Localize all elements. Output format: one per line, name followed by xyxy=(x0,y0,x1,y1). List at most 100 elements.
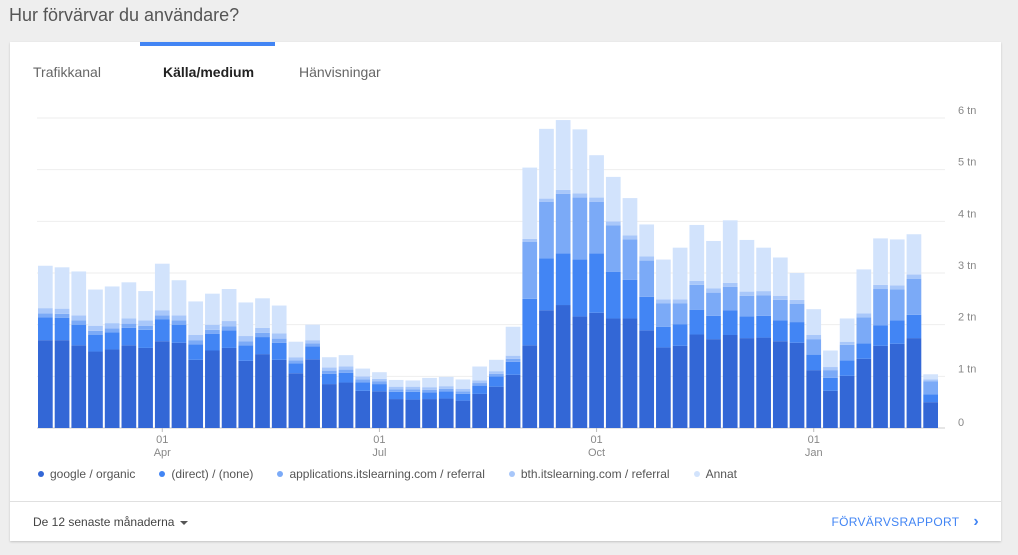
bar-segment[interactable] xyxy=(889,343,905,428)
bar-segment[interactable] xyxy=(338,382,354,428)
bar-segment[interactable] xyxy=(422,377,437,388)
bar-segment[interactable] xyxy=(656,299,671,304)
bar-segment[interactable] xyxy=(422,387,437,390)
bar-segment[interactable] xyxy=(438,398,454,428)
bar-segment[interactable] xyxy=(138,325,153,330)
bar-segment[interactable] xyxy=(438,388,454,392)
bar-segment[interactable] xyxy=(806,339,822,355)
bar-segment[interactable] xyxy=(305,324,320,341)
bar-segment[interactable] xyxy=(539,198,554,202)
bar-segment[interactable] xyxy=(706,315,721,340)
bar-segment[interactable] xyxy=(88,351,103,428)
bar-segment[interactable] xyxy=(906,278,922,315)
bar-segment[interactable] xyxy=(71,320,87,325)
bar-segment[interactable] xyxy=(188,301,204,335)
bar-segment[interactable] xyxy=(856,269,872,314)
bar-segment[interactable] xyxy=(438,391,454,399)
bar-segment[interactable] xyxy=(321,373,337,385)
bar-segment[interactable] xyxy=(639,330,655,428)
bar-segment[interactable] xyxy=(622,318,638,428)
bar-segment[interactable] xyxy=(188,359,204,428)
bar-segment[interactable] xyxy=(54,340,70,428)
acquisition-report-link[interactable]: FÖRVÄRVSRAPPORT › xyxy=(831,514,979,530)
bar-segment[interactable] xyxy=(188,340,204,345)
bar-segment[interactable] xyxy=(572,259,588,317)
bar-segment[interactable] xyxy=(205,329,220,334)
bar-segment[interactable] xyxy=(706,288,721,293)
bar-segment[interactable] xyxy=(622,239,638,280)
bar-segment[interactable] xyxy=(589,253,604,313)
bar-segment[interactable] xyxy=(422,399,437,428)
bar-segment[interactable] xyxy=(54,308,70,314)
bar-segment[interactable] xyxy=(806,309,822,335)
bar-segment[interactable] xyxy=(889,289,905,321)
bar-segment[interactable] xyxy=(906,234,922,275)
bar-segment[interactable] xyxy=(505,358,521,362)
bar-segment[interactable] xyxy=(839,360,855,376)
bar-segment[interactable] xyxy=(288,357,304,361)
bar-segment[interactable] xyxy=(338,355,354,367)
bar-segment[interactable] xyxy=(706,240,721,289)
bar-segment[interactable] xyxy=(288,363,304,374)
bar-segment[interactable] xyxy=(321,357,337,368)
bar-segment[interactable] xyxy=(489,386,504,428)
bar-segment[interactable] xyxy=(154,310,170,316)
bar-segment[interactable] xyxy=(205,350,220,429)
bar-segment[interactable] xyxy=(572,197,588,260)
bar-segment[interactable] xyxy=(221,326,237,331)
bar-segment[interactable] xyxy=(455,391,471,394)
bar-segment[interactable] xyxy=(205,324,220,330)
bar-segment[interactable] xyxy=(656,326,671,348)
bar-segment[interactable] xyxy=(121,345,137,428)
tab-kalla-medium[interactable]: Källa/medium xyxy=(163,64,255,80)
bar-segment[interactable] xyxy=(355,379,371,383)
bar-segment[interactable] xyxy=(388,399,404,428)
period-selector[interactable]: De 12 senaste månaderna xyxy=(33,515,189,529)
tab-hanvisningar[interactable]: Hänvisningar xyxy=(299,64,381,80)
bar-segment[interactable] xyxy=(188,344,204,360)
tab-trafikkanal[interactable]: Trafikkanal xyxy=(33,64,101,80)
bar-segment[interactable] xyxy=(171,342,187,428)
bar-segment[interactable] xyxy=(355,390,371,428)
bar-segment[interactable] xyxy=(154,263,170,311)
bar-segment[interactable] xyxy=(923,381,938,395)
bar-segment[interactable] xyxy=(906,274,922,279)
bar-segment[interactable] xyxy=(321,367,337,371)
bar-segment[interactable] xyxy=(138,291,153,321)
bar-segment[interactable] xyxy=(438,376,454,387)
bar-segment[interactable] xyxy=(689,280,705,285)
bar-segment[interactable] xyxy=(54,313,70,318)
bar-segment[interactable] xyxy=(305,346,320,360)
bar-segment[interactable] xyxy=(722,286,738,311)
bar-segment[interactable] xyxy=(372,391,387,428)
bar-segment[interactable] xyxy=(154,341,170,428)
bar-segment[interactable] xyxy=(255,327,270,333)
bar-segment[interactable] xyxy=(555,305,571,428)
bar-segment[interactable] xyxy=(489,373,504,377)
bar-segment[interactable] xyxy=(489,359,504,372)
bar-segment[interactable] xyxy=(355,376,371,380)
bar-segment[interactable] xyxy=(856,343,872,359)
bar-segment[interactable] xyxy=(271,333,287,339)
bar-segment[interactable] xyxy=(255,354,270,428)
bar-segment[interactable] xyxy=(455,400,471,428)
bar-segment[interactable] xyxy=(405,389,421,392)
bar-segment[interactable] xyxy=(539,258,554,311)
bar-segment[interactable] xyxy=(605,176,621,222)
bar-segment[interactable] xyxy=(88,325,103,331)
bar-segment[interactable] xyxy=(873,238,888,285)
bar-segment[interactable] xyxy=(472,393,487,428)
bar-segment[interactable] xyxy=(823,350,838,368)
bar-segment[interactable] xyxy=(539,201,554,259)
bar-segment[interactable] xyxy=(823,370,838,378)
bar-segment[interactable] xyxy=(88,289,103,326)
bar-segment[interactable] xyxy=(789,304,805,323)
bar-segment[interactable] xyxy=(321,370,337,374)
bar-segment[interactable] xyxy=(271,305,287,334)
bar-segment[interactable] xyxy=(739,291,755,296)
bar-segment[interactable] xyxy=(756,247,771,292)
bar-segment[interactable] xyxy=(605,271,621,319)
bar-segment[interactable] xyxy=(38,313,53,318)
bar-segment[interactable] xyxy=(772,341,788,428)
legend-item-annat[interactable]: Annat xyxy=(693,466,737,482)
